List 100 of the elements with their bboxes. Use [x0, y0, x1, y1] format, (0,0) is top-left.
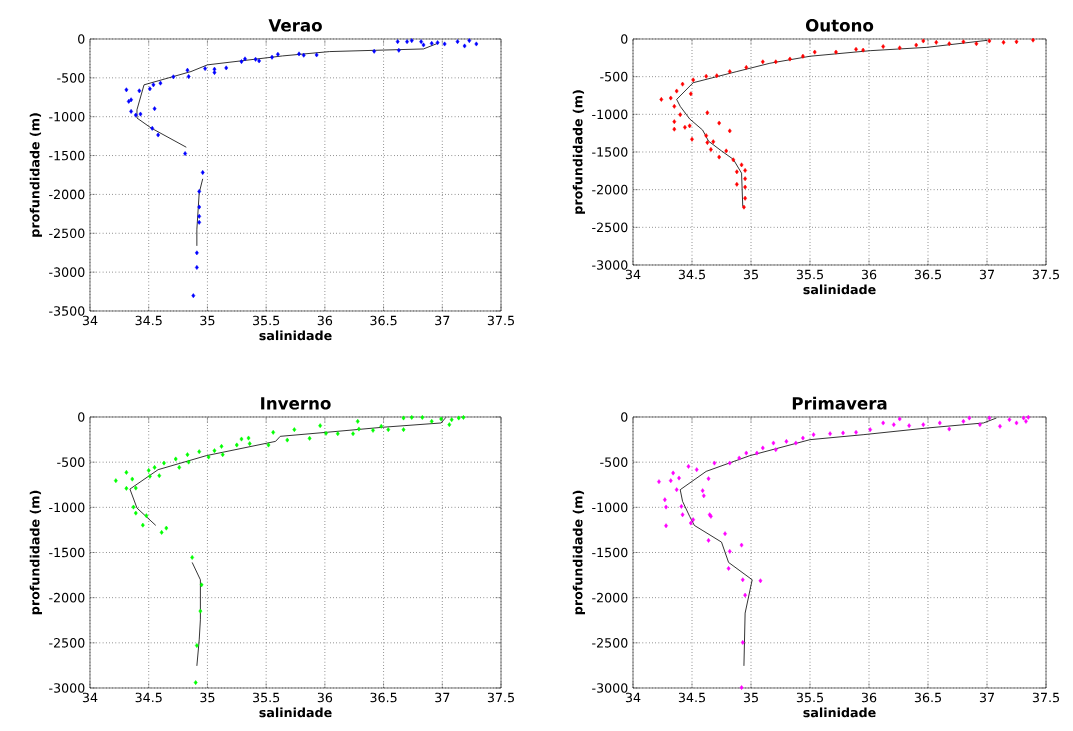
point — [834, 49, 838, 55]
point — [914, 42, 919, 48]
point — [727, 128, 732, 134]
point — [186, 74, 191, 79]
point — [854, 46, 858, 52]
y-tick-label: -2000 — [49, 189, 85, 200]
point — [405, 39, 409, 45]
point — [462, 43, 467, 49]
point — [239, 436, 244, 442]
point — [197, 213, 202, 219]
y-tick-label: -500 — [57, 457, 85, 467]
point — [193, 680, 198, 685]
point — [705, 110, 710, 116]
point — [243, 56, 247, 62]
x-tick-label: 35 — [200, 315, 215, 326]
point — [152, 106, 157, 112]
point — [724, 148, 729, 154]
x-tick-label: 34.5 — [135, 315, 162, 326]
point — [159, 530, 164, 535]
x-axis-title: salinidade — [803, 707, 876, 718]
x-tick-label: 37 — [435, 692, 450, 703]
y-axis-title: profundidade (m) — [572, 90, 586, 214]
point — [140, 522, 145, 528]
point — [704, 133, 709, 139]
point — [773, 59, 778, 65]
point — [881, 44, 886, 49]
point — [456, 415, 461, 421]
point — [197, 189, 202, 194]
point — [156, 132, 160, 138]
x-tick-label: 34 — [82, 692, 98, 703]
chart-title: Verao — [268, 19, 322, 32]
y-tick-label: -1500 — [592, 547, 628, 558]
y-tick-label: -1000 — [49, 111, 85, 122]
x-tick-label: 37 — [979, 269, 994, 280]
point — [203, 66, 207, 71]
point — [164, 525, 169, 531]
point — [133, 485, 138, 491]
point — [199, 582, 204, 588]
x-tick-label: 36.5 — [914, 692, 942, 703]
x-tick-label: 35 — [743, 269, 758, 280]
y-tick-label: -2500 — [49, 228, 85, 239]
x-tick-label: 36 — [317, 692, 333, 703]
point — [419, 39, 424, 45]
y-tick-label: -3000 — [592, 683, 628, 693]
point — [731, 157, 736, 163]
point — [197, 204, 202, 210]
point — [678, 112, 683, 118]
x-tick-label: 35 — [200, 692, 215, 703]
point — [683, 124, 687, 130]
point — [257, 58, 261, 64]
point — [691, 77, 696, 83]
point — [386, 427, 391, 433]
point — [744, 64, 749, 70]
x-tick-label: 36 — [317, 315, 333, 326]
point — [760, 59, 765, 65]
point — [659, 97, 664, 102]
x-tick-label: 37 — [435, 315, 450, 326]
x-axis-title: salinidade — [803, 284, 876, 295]
x-tick-label: 36.5 — [370, 315, 397, 326]
point — [743, 176, 747, 182]
x-tick-label: 37 — [979, 692, 994, 703]
point — [668, 95, 673, 101]
point — [357, 426, 361, 432]
point — [401, 427, 406, 433]
y-tick-label: -2500 — [49, 638, 85, 648]
point — [420, 415, 425, 420]
point — [314, 52, 319, 58]
point — [247, 441, 252, 447]
point — [461, 415, 466, 420]
point — [158, 80, 163, 86]
point — [455, 39, 460, 45]
chart-title: Inverno — [261, 397, 331, 410]
point — [734, 181, 739, 187]
point — [137, 88, 142, 94]
x-tick-label: 36 — [861, 269, 877, 280]
point — [704, 73, 709, 79]
point — [301, 52, 306, 58]
point — [197, 219, 202, 225]
point — [709, 147, 713, 152]
point — [220, 452, 225, 458]
x-tick-label: 35.5 — [796, 269, 824, 280]
point — [150, 125, 155, 131]
y-tick-label: -2000 — [592, 184, 628, 195]
x-tick-label: 35 — [743, 692, 758, 703]
point — [133, 112, 138, 118]
y-tick-label: -3000 — [49, 267, 85, 277]
point — [246, 435, 251, 441]
point — [297, 51, 301, 57]
point — [197, 449, 202, 455]
x-tick-label: 34 — [625, 692, 641, 703]
point — [183, 151, 187, 156]
y-tick-label: -2500 — [592, 222, 628, 233]
y-axis-title: profundidade (m) — [29, 490, 42, 615]
y-tick-label: -1500 — [49, 150, 85, 161]
y-tick-label: 0 — [621, 412, 628, 422]
point — [974, 41, 979, 47]
point — [144, 513, 149, 519]
point — [124, 485, 129, 491]
y-tick-label: -1000 — [592, 502, 628, 513]
chart-title: Outono — [805, 19, 874, 32]
